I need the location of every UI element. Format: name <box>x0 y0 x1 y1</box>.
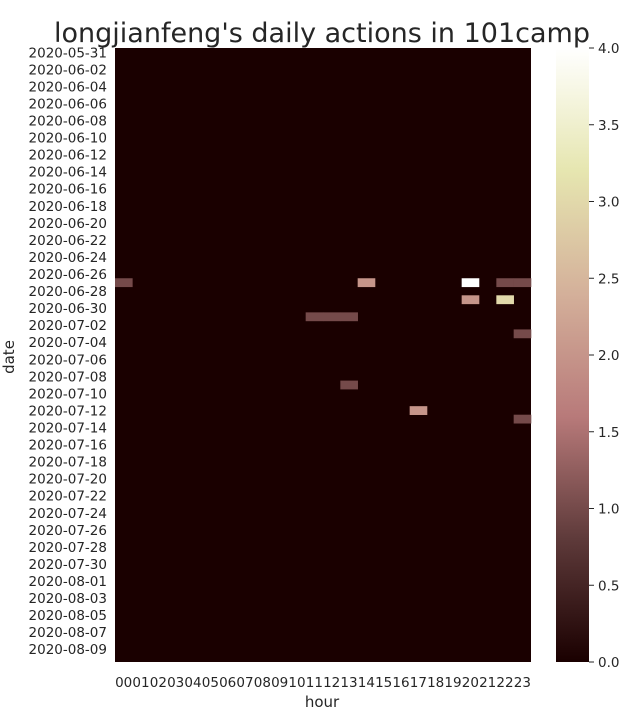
chart-title: longjianfeng's daily actions in 101camp <box>54 18 590 49</box>
y-tick-label: 2020-07-22 <box>29 489 107 505</box>
x-tick-label: 22 <box>496 675 513 691</box>
y-tick-label: 2020-07-02 <box>29 318 107 334</box>
x-tick-label: 13 <box>340 675 357 691</box>
y-tick-label: 2020-07-28 <box>29 540 107 556</box>
x-tick-label: 01 <box>132 675 149 691</box>
y-tick-label: 2020-07-26 <box>29 523 107 539</box>
y-tick-label: 2020-07-10 <box>29 386 107 402</box>
heatmap-cell <box>496 278 514 288</box>
colorbar-ticks: 0.0 0.5 1.0 1.5 2.0 2.5 3.0 3.5 4.0 <box>589 41 619 671</box>
y-tick-label: 2020-06-28 <box>29 284 107 300</box>
y-tick-label: 2020-07-06 <box>29 352 107 368</box>
y-tick-label: 2020-08-01 <box>29 574 107 590</box>
heatmap-cell <box>357 278 376 288</box>
y-tick-label: 2020-07-18 <box>29 455 107 471</box>
y-tick-label: 2020-06-26 <box>29 267 107 283</box>
heatmap-cell <box>461 295 480 305</box>
y-tick-label: 2020-08-03 <box>29 591 107 607</box>
x-tick-label: 02 <box>150 675 167 691</box>
x-tick-label: 23 <box>514 675 531 691</box>
y-tick-label: 2020-06-08 <box>29 113 107 129</box>
y-tick-label: 2020-08-09 <box>29 642 107 658</box>
colorbar-tick-label: 4.0 <box>598 41 619 57</box>
y-tick-label: 2020-07-14 <box>29 420 107 436</box>
y-tick-label: 2020-06-04 <box>29 79 107 95</box>
x-tick-label: 07 <box>236 675 253 691</box>
heatmap-cell <box>513 414 532 424</box>
x-axis-label: hour <box>305 693 340 711</box>
x-tick-label: 05 <box>202 675 219 691</box>
y-tick-label: 2020-06-16 <box>29 182 107 198</box>
y-tick-label: 2020-07-12 <box>29 403 107 419</box>
colorbar-tick-label: 0.0 <box>598 655 619 671</box>
x-tick-label: 15 <box>375 675 392 691</box>
x-tick-labels: 00 01 02 03 04 05 06 07 08 09 10 11 12 13 14 15 16 17 18 19… <box>115 675 531 691</box>
x-tick-label: 19 <box>444 675 461 691</box>
y-tick-label: 2020-06-10 <box>29 131 107 147</box>
y-tick-label: 2020-06-06 <box>29 96 107 112</box>
y-tick-label: 2020-07-16 <box>29 438 107 454</box>
colorbar-tick-label: 3.5 <box>598 118 619 134</box>
y-axis-label: date <box>0 340 18 374</box>
colorbar-tick-label: 1.0 <box>598 502 619 518</box>
heatmap-cell <box>513 329 532 339</box>
y-tick-label: 2020-05-31 <box>29 45 107 61</box>
y-tick-labels: 2020-05-312020-06-022020-06-042020-06-06… <box>29 45 107 658</box>
x-tick-label: 11 <box>306 675 323 691</box>
x-tick-label: 08 <box>254 675 271 691</box>
x-tick-label: 06 <box>219 675 236 691</box>
y-tick-label: 2020-06-24 <box>29 250 107 266</box>
colorbar-tick-label: 3.0 <box>598 195 619 211</box>
y-tick-label: 2020-06-02 <box>29 62 107 78</box>
y-tick-label: 2020-07-24 <box>29 506 107 522</box>
x-tick-label: 12 <box>323 675 340 691</box>
heatmap-cell <box>340 312 358 322</box>
heatmap-background <box>115 48 531 662</box>
y-tick-label: 2020-07-20 <box>29 472 107 488</box>
y-tick-label: 2020-06-14 <box>29 165 107 181</box>
heatmap-cell <box>340 380 358 390</box>
x-tick-label: 14 <box>358 675 375 691</box>
heatmap-cells <box>115 48 532 662</box>
y-tick-label: 2020-06-12 <box>29 148 107 164</box>
x-tick-label: 03 <box>167 675 184 691</box>
y-tick-label: 2020-06-22 <box>29 233 107 249</box>
y-tick-label: 2020-07-08 <box>29 369 107 385</box>
y-tick-label: 2020-08-05 <box>29 608 107 624</box>
colorbar-tick-label: 0.5 <box>598 578 619 594</box>
colorbar-tick-label: 2.0 <box>598 348 619 364</box>
heatmap-cell <box>115 278 133 288</box>
x-tick-label: 10 <box>288 675 305 691</box>
y-tick-label: 2020-08-07 <box>29 625 107 641</box>
y-tick-label: 2020-07-30 <box>29 557 107 573</box>
x-tick-label: 17 <box>410 675 427 691</box>
x-tick-label: 00 <box>115 675 132 691</box>
heatmap-cell <box>323 312 341 322</box>
heatmap-cell <box>461 278 480 288</box>
x-tick-label: 18 <box>427 675 444 691</box>
x-tick-label: 21 <box>479 675 496 691</box>
colorbar-tick-label: 2.5 <box>598 271 619 287</box>
y-tick-label: 2020-06-18 <box>29 199 107 215</box>
y-tick-label: 2020-07-04 <box>29 335 107 351</box>
colorbar-tick-label: 1.5 <box>598 425 619 441</box>
colorbar <box>556 48 589 662</box>
y-tick-label: 2020-06-30 <box>29 301 107 317</box>
x-tick-label: 09 <box>271 675 288 691</box>
heatmap-cell <box>513 278 532 288</box>
heatmap-cell <box>409 406 428 415</box>
y-tick-label: 2020-06-20 <box>29 216 107 232</box>
x-tick-label: 16 <box>392 675 409 691</box>
x-tick-label: 04 <box>184 675 201 691</box>
heatmap-cell <box>496 295 514 305</box>
x-tick-label: 20 <box>462 675 479 691</box>
heatmap-cell <box>305 312 324 322</box>
